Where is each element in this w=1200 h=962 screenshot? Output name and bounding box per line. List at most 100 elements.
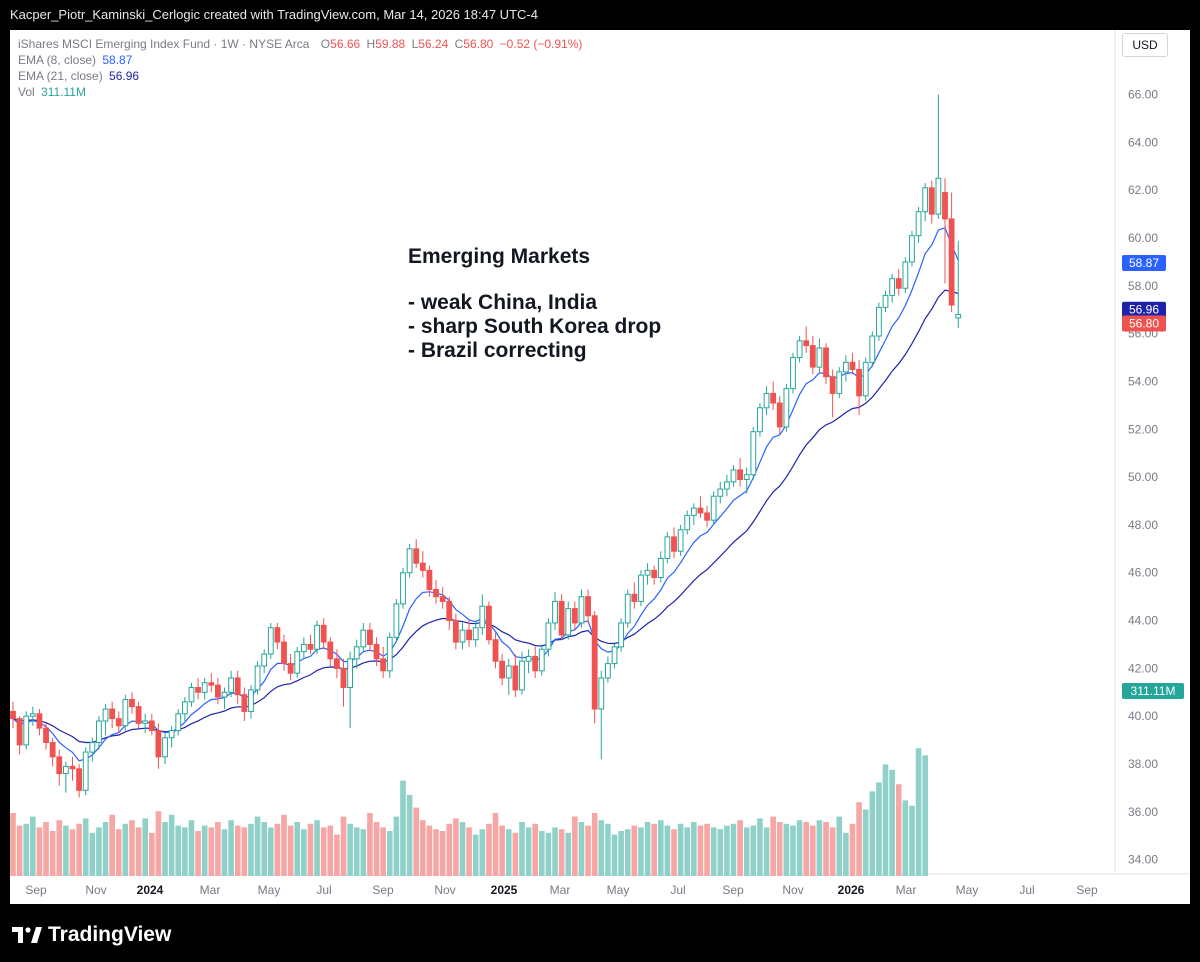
volume-badge: 311.11M	[1122, 683, 1184, 699]
candle	[76, 764, 82, 798]
volume-bar	[115, 829, 122, 876]
volume-bar	[406, 795, 413, 876]
price-badge: 56.80	[1122, 315, 1166, 332]
candle-body	[657, 557, 664, 579]
candle	[201, 677, 208, 700]
candle	[651, 565, 658, 585]
volume-bar	[598, 820, 605, 876]
volume-bar	[208, 827, 215, 876]
volume-bar	[856, 802, 862, 876]
time-tick-label: 2024	[137, 883, 164, 897]
volume-bar	[155, 811, 162, 876]
volume-bar	[23, 823, 30, 876]
candle-body	[552, 600, 558, 624]
candle-body	[730, 469, 737, 483]
volume-bar	[750, 825, 757, 876]
candle-body	[287, 663, 294, 674]
candle	[452, 613, 459, 650]
candle-body	[135, 706, 142, 724]
candle	[671, 527, 677, 559]
candle	[552, 591, 558, 631]
legend-symbol-row: iShares MSCI Emerging Index Fund · 1W · …	[18, 37, 585, 51]
legend-ema8-row[interactable]: EMA (8, close) 58.87	[18, 53, 135, 67]
annotation-line: - weak China, India	[408, 291, 598, 314]
volume-bar	[360, 829, 367, 876]
candle	[208, 673, 215, 693]
volume-bar	[816, 820, 823, 876]
volume-bar	[49, 831, 56, 876]
candle	[757, 402, 763, 437]
candle	[605, 656, 611, 683]
price-tick-label: 64.00	[1128, 135, 1158, 149]
volume-bar	[96, 827, 102, 876]
grid	[10, 30, 1190, 875]
candle-body	[380, 658, 387, 672]
candle-body	[578, 596, 585, 624]
candle-body	[565, 608, 572, 636]
candle-body	[862, 361, 869, 397]
candle	[49, 737, 56, 767]
candle-body	[499, 660, 506, 679]
volume-bar	[902, 800, 909, 876]
candle-body	[62, 765, 69, 775]
volume-bar	[327, 825, 334, 876]
price-chart[interactable]: 34.00 36.00 38.00 40.00 42.00 44.00 46.00 48.00…	[10, 30, 1190, 904]
price-badge-label: 56.96	[1129, 303, 1159, 317]
volume-bar	[829, 827, 836, 876]
volume-bar	[763, 827, 770, 876]
candle-body	[558, 600, 565, 636]
chart-annotation[interactable]: Emerging Markets - weak China, India - s…	[408, 245, 661, 363]
candle-body	[922, 187, 929, 213]
candle-body	[684, 514, 691, 531]
candle	[122, 694, 129, 731]
volume-bar	[803, 822, 809, 876]
volume-bar	[228, 820, 234, 876]
chart-panel[interactable]: 34.00 36.00 38.00 40.00 42.00 44.00 46.00 48.00…	[10, 30, 1190, 904]
candle-body	[519, 660, 525, 691]
candle	[129, 692, 135, 714]
candle-body	[56, 756, 63, 775]
candle	[446, 596, 453, 631]
volume-bar	[347, 823, 353, 876]
candle	[948, 192, 955, 313]
candle-body	[915, 211, 922, 237]
price-badge-label: 58.87	[1129, 256, 1159, 270]
candle-body	[115, 718, 122, 727]
candle	[909, 230, 915, 267]
candle-body	[281, 641, 287, 665]
candle-body	[294, 651, 301, 674]
candle	[803, 326, 810, 353]
volume-bar	[691, 822, 697, 876]
legend-volume-row[interactable]: Vol 311.11M	[18, 85, 89, 99]
candle-body	[49, 741, 56, 758]
candle	[82, 747, 89, 796]
candle	[43, 723, 49, 750]
candle-body	[181, 701, 188, 715]
time-axis[interactable]: Sep Nov 2024 Mar May Jul Sep Nov 2025 Mar May Jul Se…	[25, 883, 1098, 897]
volume-bar	[915, 748, 922, 876]
candle-body	[538, 648, 545, 672]
candle	[23, 711, 30, 750]
volume-bar	[56, 820, 63, 876]
candle	[175, 709, 182, 736]
candle	[102, 704, 109, 736]
candle-body	[723, 481, 730, 490]
candle-body	[466, 629, 472, 641]
candle	[928, 180, 935, 224]
candle-body	[373, 643, 380, 660]
volume-bar	[89, 832, 96, 876]
volume-bar	[426, 825, 433, 876]
price-axis[interactable]: 34.00 36.00 38.00 40.00 42.00 44.00 46.00 48.00…	[1128, 40, 1158, 867]
volume-bar	[287, 825, 294, 876]
candle	[776, 395, 783, 435]
candle	[367, 622, 373, 652]
candle-body	[82, 751, 89, 791]
candle-body	[261, 653, 268, 667]
candle	[386, 632, 393, 678]
currency-button[interactable]: USD	[1122, 33, 1168, 57]
candle-body	[347, 658, 354, 689]
candle-body	[419, 562, 426, 571]
legend-ema21-row[interactable]: EMA (21, close) 56.96	[18, 69, 142, 83]
tradingview-logo-icon	[12, 927, 42, 943]
